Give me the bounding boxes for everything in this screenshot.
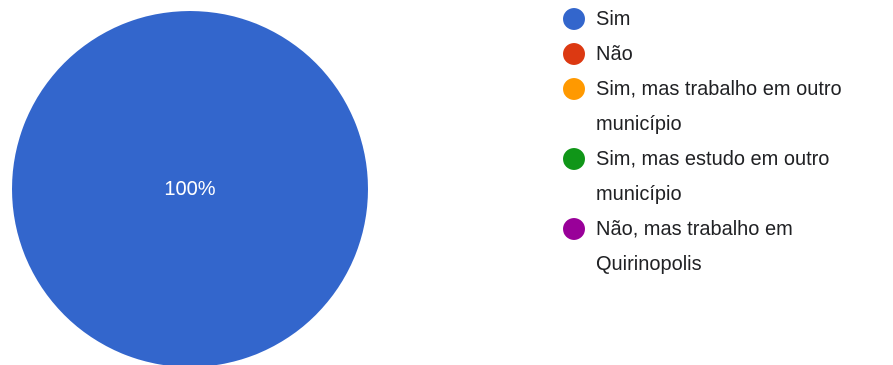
legend-label: Sim, mas trabalho em outro <box>596 78 842 100</box>
pie-slice-1 <box>12 11 368 365</box>
chart-legend: Sim Não Sim, mas trabalho em outro municípi… <box>563 8 842 275</box>
legend-marker <box>563 8 585 30</box>
legend-label: Quirinopolis <box>596 253 702 275</box>
legend-label: Sim, mas estudo em outro <box>596 148 829 170</box>
legend-item: Sim, mas trabalho em outro município <box>563 78 842 135</box>
pie-slices <box>12 11 368 365</box>
legend-label: Não, mas trabalho em <box>596 218 793 240</box>
legend-label: município <box>596 183 682 205</box>
pie-data-label: 100% <box>164 178 215 200</box>
legend-label: Sim <box>596 8 630 30</box>
legend-label: município <box>596 113 682 135</box>
pie-data-labels: 100% <box>164 178 215 200</box>
legend-label: Não <box>596 43 633 65</box>
legend-marker <box>563 218 585 240</box>
legend-item: Sim <box>563 8 630 30</box>
legend-marker <box>563 78 585 100</box>
legend-item: Sim, mas estudo em outro município <box>563 148 829 205</box>
legend-item: Não <box>563 43 633 65</box>
legend-item: Não, mas trabalho em Quirinopolis <box>563 218 793 275</box>
legend-marker <box>563 148 585 170</box>
legend-marker <box>563 43 585 65</box>
